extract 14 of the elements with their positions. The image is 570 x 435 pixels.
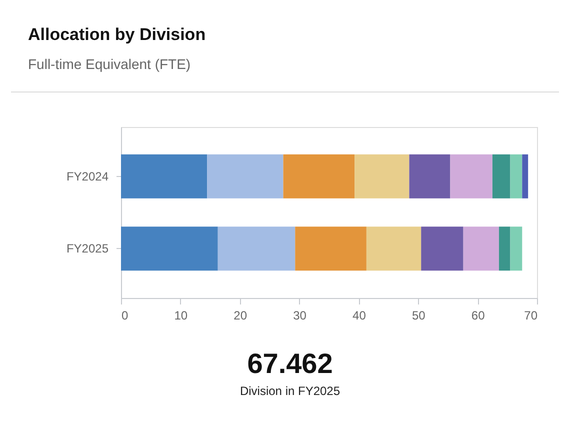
- x-tick-label: 10: [174, 308, 188, 322]
- x-tick-label: 20: [234, 308, 248, 322]
- chart-title: Allocation by Division: [28, 25, 206, 44]
- x-tick-label: 50: [412, 308, 426, 322]
- x-tick-label: 40: [352, 308, 366, 322]
- text: Division in FY2025: [240, 384, 340, 398]
- chart-subtitle: Full-time Equivalent (FTE): [28, 56, 191, 72]
- x-tick-label: 60: [471, 308, 486, 322]
- y-tick-label: FY2025: [66, 242, 109, 256]
- text: 67.462: [247, 348, 333, 379]
- x-tick-label: 70: [524, 308, 538, 322]
- x-tick-label: 0: [122, 308, 128, 322]
- x-tick-label: 30: [293, 308, 307, 322]
- y-tick-label: FY2024: [66, 169, 109, 184]
